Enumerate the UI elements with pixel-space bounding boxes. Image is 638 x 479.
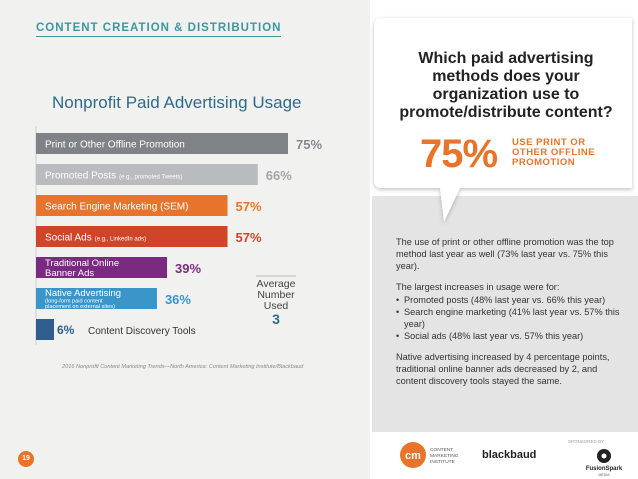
bar — [36, 226, 228, 247]
fusionspark-name: FusionSpark — [586, 466, 623, 472]
data-label: 66% — [266, 168, 292, 183]
cmi-text-3: INSTITUTE — [430, 459, 455, 465]
body-paragraph-1: The use of print or other offline promot… — [396, 237, 614, 272]
callout-label: USE PRINT OR OTHER OFFLINE PROMOTION — [512, 137, 596, 168]
bar-label: Social Ads (e.g., LinkedIn ads) — [45, 233, 146, 244]
callout-percent: 75% — [420, 132, 498, 176]
cmi-logo-mark: cm — [405, 450, 421, 462]
bar-sublabel-line2: placement on external sites) — [45, 304, 115, 310]
chart-title: Nonprofit Paid Advertising Usage — [52, 93, 302, 112]
bar-chart: Print or Other Offline Promotion 75% Promo… — [35, 126, 322, 345]
cmi-text-2: MARKETING — [430, 453, 459, 459]
average-line3: Used — [263, 300, 289, 312]
body-paragraph-2: The largest increases in usage were for: — [396, 281, 560, 292]
bullet-item: Search engine marketing (41% last year v… — [396, 306, 622, 330]
bullet-list: Promoted posts (48% last year vs. 66% th… — [396, 294, 622, 343]
section-title: CONTENT CREATION & DISTRIBUTION — [36, 22, 282, 37]
bar-label: Search Engine Marketing (SEM) — [45, 202, 188, 213]
bar — [36, 257, 168, 278]
fusionspark-logo: FusionSpark MEDIA — [586, 449, 623, 477]
cmi-text-1: CONTENT — [430, 447, 453, 453]
bar-sublabel: (e.g., LinkedIn ads) — [95, 237, 146, 243]
average-box: Average Number Used 3 — [248, 279, 304, 327]
data-label: 6% — [57, 323, 75, 337]
body-paragraph-3: Native advertising increased by 4 percen… — [396, 351, 610, 387]
average-value: 3 — [272, 311, 280, 327]
data-label: 75% — [296, 137, 322, 152]
average-line1: Average — [256, 278, 296, 290]
bar-sublabel: (e.g., promoted Tweets) — [119, 175, 182, 181]
chart-source: 2016 Nonprofit Content Marketing Trends—… — [62, 364, 304, 370]
page-number: 19 — [18, 451, 34, 467]
blackbaud-logo: blackbaud — [482, 449, 537, 461]
bar-label: Traditional Online — [45, 258, 119, 269]
cmi-logo-icon — [400, 442, 426, 468]
data-label: 57% — [236, 230, 262, 245]
speech-bubble — [374, 18, 632, 222]
bar-label: Native Advertising — [45, 288, 121, 299]
bar — [36, 133, 288, 154]
fusionspark-sub: MEDIA — [598, 473, 610, 477]
bar — [36, 195, 228, 216]
cmi-logo: cm CONTENT MARKETING INSTITUTE — [400, 442, 459, 468]
bar-label: Promoted Posts (e.g., promoted Tweets) — [45, 171, 182, 182]
bar — [36, 288, 157, 309]
bar-label-line2: Banner Ads — [45, 268, 94, 279]
bar-sublabel: (long-form paid content — [45, 299, 103, 305]
average-line2: Number — [257, 289, 295, 301]
data-label: 36% — [165, 292, 191, 307]
data-label: 39% — [175, 261, 201, 276]
bar-label: Print or Other Offline Promotion — [45, 140, 185, 151]
bullet-item: Social ads (48% last year vs. 57% this y… — [396, 330, 622, 342]
sponsored-by-label: SPONSORED BY — [568, 439, 605, 444]
bar-label: Content Discovery Tools — [88, 326, 196, 337]
callout-question: Which paid advertising methods does your… — [399, 50, 613, 121]
body-text: The use of print or other offline promot… — [396, 236, 622, 395]
bullet-item: Promoted posts (48% last year vs. 66% th… — [396, 294, 622, 306]
bar — [36, 164, 258, 185]
bar — [36, 319, 54, 340]
data-label: 57% — [236, 199, 262, 214]
